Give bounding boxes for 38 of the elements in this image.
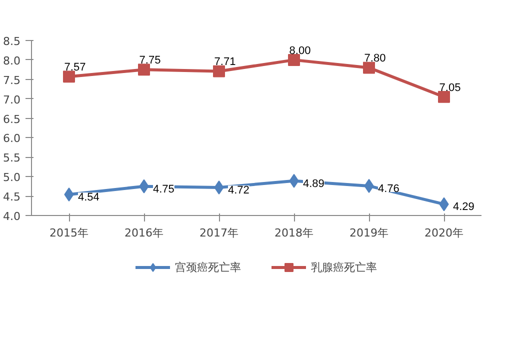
point bbox=[138, 64, 150, 76]
point bbox=[214, 180, 224, 194]
text: 4.89 bbox=[303, 178, 324, 190]
y-tick-label: 7.0 bbox=[3, 93, 21, 106]
text: 7.75 bbox=[139, 54, 161, 67]
y-tick-label: 8.5 bbox=[3, 35, 21, 48]
text: 7.71 bbox=[214, 56, 236, 68]
point bbox=[213, 65, 225, 78]
text: 7.80 bbox=[364, 52, 386, 65]
point bbox=[63, 70, 75, 83]
y-tick-label: 5.5 bbox=[3, 152, 21, 165]
text: 7.05 bbox=[439, 82, 461, 94]
text: 8.00 bbox=[289, 44, 311, 57]
text: 7.57 bbox=[64, 62, 86, 74]
y-tick-label: 7.5 bbox=[3, 74, 21, 87]
point bbox=[363, 62, 375, 74]
legend-label: 宫颈癌死亡率 bbox=[175, 260, 241, 274]
text: 4.54 bbox=[78, 192, 100, 204]
point bbox=[64, 188, 74, 202]
legend-label: 乳腺癌死亡率 bbox=[311, 260, 377, 274]
y-tick-label: 5.0 bbox=[3, 171, 21, 184]
y-tick-label: 6.0 bbox=[3, 132, 21, 146]
text: 4.72 bbox=[228, 184, 250, 196]
y-tick-label: 4.0 bbox=[3, 210, 21, 223]
y-tick-label: 6.5 bbox=[3, 112, 21, 126]
x-tick-label: 2015年 bbox=[50, 226, 89, 240]
x-tick-label: 2019年 bbox=[350, 226, 389, 240]
x-tick-label: 2017年 bbox=[200, 226, 239, 240]
text: 4.29 bbox=[453, 201, 474, 214]
y-tick-label: 4.5 bbox=[3, 190, 21, 204]
y-tick-label: 8.0 bbox=[3, 54, 21, 68]
text: 4.75 bbox=[153, 183, 174, 196]
point bbox=[288, 54, 300, 66]
x-tick-label: 2020年 bbox=[424, 226, 464, 240]
point bbox=[438, 90, 450, 103]
x-tick-label: 2016年 bbox=[124, 226, 164, 240]
x-tick-label: 2018年 bbox=[274, 226, 314, 240]
text: 4.76 bbox=[378, 182, 400, 195]
